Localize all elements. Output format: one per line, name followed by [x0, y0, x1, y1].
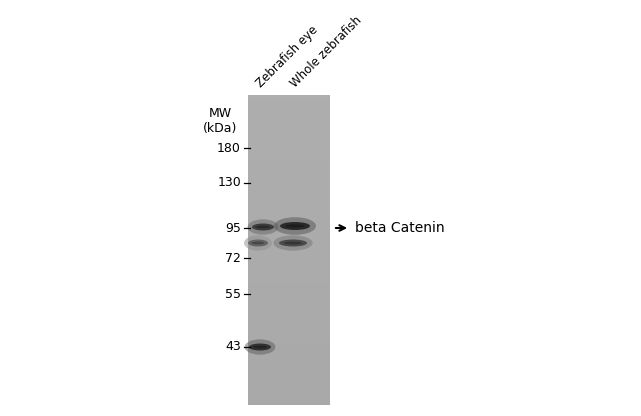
Ellipse shape — [244, 235, 272, 251]
Text: MW
(kDa): MW (kDa) — [203, 107, 237, 135]
Text: 55: 55 — [225, 287, 241, 300]
Text: 43: 43 — [225, 341, 241, 354]
Text: 130: 130 — [217, 176, 241, 190]
Text: beta Catenin: beta Catenin — [355, 221, 445, 235]
Ellipse shape — [253, 346, 267, 349]
Ellipse shape — [285, 224, 304, 228]
Ellipse shape — [274, 217, 316, 235]
Text: Zebrafish eye: Zebrafish eye — [254, 23, 320, 90]
Ellipse shape — [274, 235, 313, 251]
Ellipse shape — [279, 240, 307, 247]
Ellipse shape — [252, 223, 274, 230]
Text: 72: 72 — [225, 252, 241, 265]
Ellipse shape — [251, 242, 265, 244]
Text: 95: 95 — [225, 221, 241, 235]
Ellipse shape — [248, 240, 268, 247]
Text: Whole zebrafish: Whole zebrafish — [288, 14, 364, 90]
Ellipse shape — [245, 339, 276, 355]
Ellipse shape — [249, 344, 271, 351]
Ellipse shape — [247, 219, 278, 235]
Ellipse shape — [256, 225, 270, 228]
Ellipse shape — [280, 222, 310, 230]
Text: 180: 180 — [217, 141, 241, 154]
Ellipse shape — [284, 242, 302, 244]
